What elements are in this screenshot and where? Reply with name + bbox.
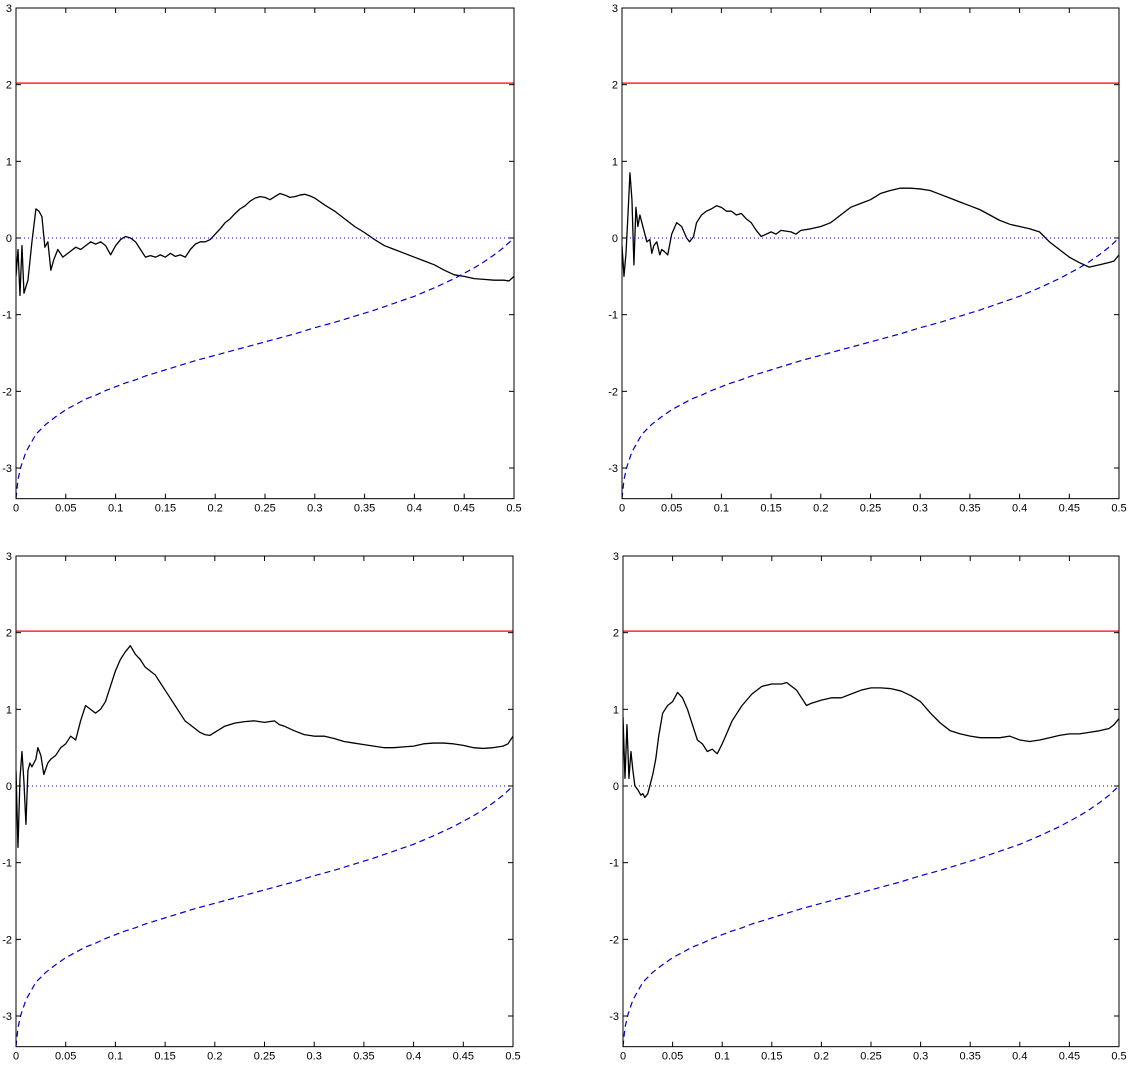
y-tick-label: -3 xyxy=(609,1011,619,1023)
y-tick-label: 0 xyxy=(6,233,12,245)
plot-frame xyxy=(622,555,1120,1048)
x-tick-label: 0.4 xyxy=(407,503,422,515)
x-tick-label: 0.45 xyxy=(453,503,474,515)
chart-panel-2: 0 0.05 0.1 0.15 0.2 0.25 0.3 0.35 0.4 0.45 0.5 -3 -2… xyxy=(608,3,1126,515)
y-tick-label: -3 xyxy=(608,463,618,475)
x-tick-label: 0.3 xyxy=(913,1051,928,1063)
x-tick-label: 0.2 xyxy=(813,503,828,515)
plot-frame xyxy=(15,555,514,1048)
series-dashed-2 xyxy=(16,237,514,499)
y-tick-label: -1 xyxy=(2,858,12,870)
x-tick-label: 0.35 xyxy=(353,1051,374,1063)
x-tick-label: 0.4 xyxy=(406,1051,421,1063)
plot-frame xyxy=(621,7,1120,500)
x-tick-label: 0.45 xyxy=(1059,503,1080,515)
chart-panel-1: 0 0.05 0.1 0.15 0.2 0.25 0.3 0.35 0.4 0.45 0.5 -3 -2… xyxy=(2,3,521,515)
x-tick-label: 0.25 xyxy=(254,1051,275,1063)
x-tick-label: 0.4 xyxy=(1012,503,1027,515)
y-tick-label: 0 xyxy=(6,781,12,793)
x-tick-label: 0.05 xyxy=(661,503,682,515)
y-tick-label: 3 xyxy=(6,3,12,15)
x-tick-label: 0.5 xyxy=(506,503,521,515)
y-tick-label: 1 xyxy=(6,704,12,716)
series-solid-1 xyxy=(623,681,1119,799)
chart-panel-4: 0 0.05 0.1 0.15 0.2 0.25 0.3 0.35 0.4 0.45 0.5 -3 -2… xyxy=(609,551,1126,1063)
x-tick-label: 0.5 xyxy=(1111,503,1126,515)
series-dashed-2 xyxy=(623,785,1119,1047)
series-dashed-2 xyxy=(16,785,513,1047)
x-tick-label: 0 xyxy=(13,1051,19,1063)
x-tick-label: 0.15 xyxy=(760,503,781,515)
x-tick-label: 0.35 xyxy=(959,503,980,515)
x-tick-label: 0.15 xyxy=(155,503,176,515)
y-tick-label: 1 xyxy=(613,704,619,716)
x-tick-label: 0.5 xyxy=(505,1051,520,1063)
x-tick-label: 0.3 xyxy=(307,1051,322,1063)
x-tick-label: 0 xyxy=(13,503,19,515)
x-tick-label: 0.1 xyxy=(108,503,123,515)
y-tick-label: -3 xyxy=(2,463,12,475)
y-tick-label: 2 xyxy=(6,628,12,640)
x-tick-label: 0.3 xyxy=(307,503,322,515)
x-tick-label: 0.2 xyxy=(207,1051,222,1063)
series-solid-1 xyxy=(622,172,1119,277)
y-tick-label: 0 xyxy=(613,781,619,793)
x-tick-label: 0.2 xyxy=(208,503,223,515)
x-tick-label: 0.5 xyxy=(1111,1051,1126,1063)
plot-frame xyxy=(15,7,515,500)
y-tick-label: 0 xyxy=(612,233,618,245)
x-tick-label: 0.35 xyxy=(959,1051,980,1063)
y-tick-label: -1 xyxy=(2,310,12,322)
x-tick-label: 0.25 xyxy=(254,503,275,515)
y-tick-label: -2 xyxy=(608,386,618,398)
x-tick-label: 0.05 xyxy=(55,503,76,515)
y-tick-label: 1 xyxy=(612,156,618,168)
y-tick-label: -3 xyxy=(2,1011,12,1023)
x-tick-label: 0.15 xyxy=(154,1051,175,1063)
x-tick-label: 0.1 xyxy=(108,1051,123,1063)
y-tick-label: -1 xyxy=(608,310,618,322)
y-tick-label: 1 xyxy=(6,156,12,168)
x-tick-label: 0.45 xyxy=(1059,1051,1080,1063)
y-tick-label: 2 xyxy=(6,80,12,92)
series-solid-1 xyxy=(16,192,514,297)
x-tick-label: 0 xyxy=(619,503,625,515)
x-tick-label: 0.2 xyxy=(814,1051,829,1063)
y-tick-label: -2 xyxy=(2,934,12,946)
x-tick-label: 0.1 xyxy=(714,503,729,515)
y-tick-label: -1 xyxy=(609,858,619,870)
y-tick-label: 3 xyxy=(6,551,12,563)
x-tick-label: 0.3 xyxy=(913,503,928,515)
x-tick-label: 0.05 xyxy=(662,1051,683,1063)
x-tick-label: 0 xyxy=(620,1051,626,1063)
y-tick-label: 2 xyxy=(612,80,618,92)
y-tick-label: 2 xyxy=(613,628,619,640)
x-tick-label: 0.25 xyxy=(860,1051,881,1063)
y-tick-label: 3 xyxy=(612,3,618,15)
x-tick-label: 0.1 xyxy=(715,1051,730,1063)
series-dashed-2 xyxy=(622,237,1119,499)
series-solid-1 xyxy=(16,645,513,848)
x-tick-label: 0.05 xyxy=(55,1051,76,1063)
y-tick-label: -2 xyxy=(2,386,12,398)
x-tick-label: 0.35 xyxy=(354,503,375,515)
y-tick-label: 3 xyxy=(613,551,619,563)
x-tick-label: 0.15 xyxy=(761,1051,782,1063)
x-tick-label: 0.45 xyxy=(453,1051,474,1063)
x-tick-label: 0.4 xyxy=(1012,1051,1027,1063)
x-tick-label: 0.25 xyxy=(860,503,881,515)
y-tick-label: -2 xyxy=(609,934,619,946)
chart-panel-3: 0 0.05 0.1 0.15 0.2 0.25 0.3 0.35 0.4 0.45 0.5 -3 -2… xyxy=(2,551,520,1063)
